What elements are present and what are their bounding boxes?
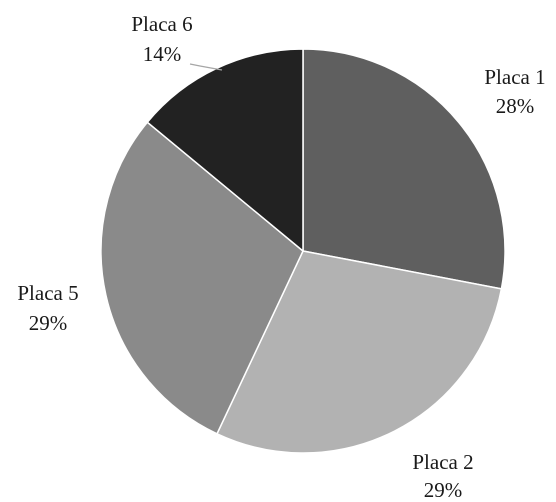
slice-value-placa-1: 28% xyxy=(496,94,535,118)
pie-slice-placa-6 xyxy=(146,48,304,252)
slice-label-placa-2: Placa 2 xyxy=(412,450,473,474)
slice-label-placa-5: Placa 5 xyxy=(17,281,78,305)
slice-value-placa-2: 29% xyxy=(424,478,463,502)
pie-slice-placa-2 xyxy=(216,250,503,454)
slice-label-placa-1: Placa 1 xyxy=(484,65,545,89)
slice-value-placa-5: 29% xyxy=(29,311,68,335)
pie-slice-placa-1 xyxy=(302,48,506,290)
pie-slices xyxy=(100,48,506,454)
pie-slice-placa-5 xyxy=(100,121,304,435)
slice-value-placa-6: 14% xyxy=(143,42,182,66)
leader-line-placa-6 xyxy=(189,63,223,71)
slice-label-placa-6: Placa 6 xyxy=(131,12,192,36)
